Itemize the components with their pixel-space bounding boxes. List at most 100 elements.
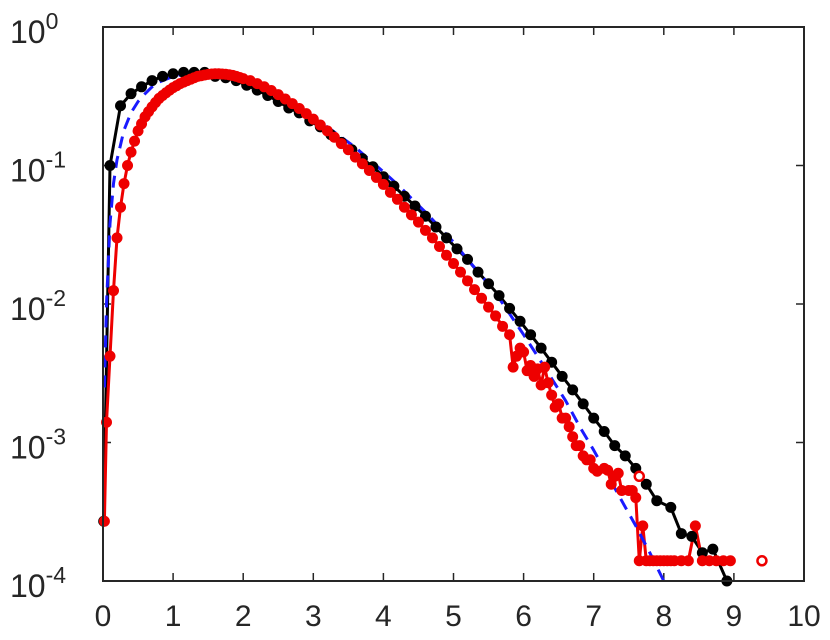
y-tick-exponent: -1 xyxy=(46,147,66,173)
y-tick-base: 10 xyxy=(10,14,46,50)
data-point xyxy=(476,292,488,304)
data-point xyxy=(328,131,340,143)
data-point xyxy=(490,310,502,322)
data-point xyxy=(101,416,113,428)
data-point xyxy=(665,501,677,513)
x-tick-label: 0 xyxy=(95,600,112,633)
data-point xyxy=(535,342,547,354)
data-point xyxy=(115,201,127,213)
data-point xyxy=(556,370,568,382)
data-point xyxy=(682,555,694,567)
data-point xyxy=(493,290,505,302)
data-point xyxy=(451,243,463,255)
data-point xyxy=(651,495,663,507)
data-point xyxy=(426,232,438,244)
data-point xyxy=(157,70,169,82)
data-point xyxy=(542,377,554,389)
data-point xyxy=(448,258,459,270)
data-point xyxy=(104,350,116,362)
data-point xyxy=(146,75,158,87)
data-point xyxy=(125,146,137,158)
data-point xyxy=(314,119,326,131)
y-tick-base: 10 xyxy=(10,568,46,604)
x-tick-label: 6 xyxy=(515,600,532,633)
data-point xyxy=(602,464,614,476)
data-point xyxy=(356,158,368,170)
data-point xyxy=(363,165,375,177)
marker-layer xyxy=(98,66,768,587)
y-tick-exponent: -2 xyxy=(46,285,66,311)
data-point xyxy=(455,266,467,278)
data-point xyxy=(122,160,134,171)
data-point xyxy=(125,88,137,100)
data-point xyxy=(507,361,519,373)
plot-background xyxy=(103,27,804,581)
data-point xyxy=(462,275,474,287)
x-tick-label: 5 xyxy=(445,600,462,633)
data-point xyxy=(567,384,579,396)
data-point xyxy=(689,520,701,532)
data-point xyxy=(483,301,495,313)
data-point xyxy=(609,440,621,452)
y-tick-exponent: -4 xyxy=(46,562,67,588)
data-point xyxy=(483,278,495,290)
data-point xyxy=(342,144,354,156)
data-point xyxy=(637,520,649,532)
data-point xyxy=(419,224,431,236)
data-point xyxy=(370,171,382,183)
data-point xyxy=(675,528,687,540)
data-point xyxy=(574,440,586,452)
y-tick-exponent: -3 xyxy=(46,424,66,450)
data-point-open xyxy=(756,555,768,567)
data-point xyxy=(598,426,610,438)
data-point xyxy=(588,412,600,424)
data-point xyxy=(514,315,526,327)
data-point xyxy=(419,210,431,222)
data-point xyxy=(707,543,719,555)
data-point xyxy=(111,232,123,244)
data-point xyxy=(546,389,558,401)
y-tick-label: 10-1 xyxy=(10,147,66,189)
data-point xyxy=(612,467,624,479)
x-tick-label: 1 xyxy=(165,600,182,633)
data-point xyxy=(391,193,403,205)
data-point xyxy=(167,68,179,80)
data-point-open xyxy=(633,470,646,483)
data-point xyxy=(497,320,509,332)
y-tick-base: 10 xyxy=(10,291,46,327)
data-point xyxy=(349,151,361,163)
data-point xyxy=(553,398,565,410)
data-point xyxy=(619,450,631,462)
data-point xyxy=(504,329,516,341)
x-tick-label: 2 xyxy=(235,600,252,633)
y-tick-base: 10 xyxy=(10,153,46,189)
data-point xyxy=(104,160,116,171)
x-tick-labels: 0 1 2 3 4 5 6 7 8 9 10 xyxy=(95,600,821,633)
data-point xyxy=(440,249,452,261)
x-tick-label: 9 xyxy=(726,600,743,633)
data-point xyxy=(630,492,642,504)
x-tick-label: 4 xyxy=(375,600,392,633)
x-tick-label: 7 xyxy=(585,600,602,633)
x-tick-label: 3 xyxy=(305,600,322,633)
data-point xyxy=(398,201,410,213)
x-tick-label: 8 xyxy=(655,600,672,633)
y-tick-label: 10-2 xyxy=(10,285,66,327)
data-point xyxy=(129,135,141,147)
data-point xyxy=(577,398,589,410)
data-point xyxy=(412,216,424,228)
data-point xyxy=(472,266,484,278)
data-point xyxy=(384,186,396,198)
data-point xyxy=(321,125,333,137)
data-point xyxy=(518,346,530,358)
data-point xyxy=(724,555,736,567)
data-point xyxy=(430,221,442,233)
y-tick-exponent: 0 xyxy=(46,8,59,34)
data-point xyxy=(335,138,347,150)
data-point xyxy=(433,241,445,253)
data-point xyxy=(98,515,110,527)
data-point xyxy=(440,232,452,244)
data-point xyxy=(462,253,474,265)
